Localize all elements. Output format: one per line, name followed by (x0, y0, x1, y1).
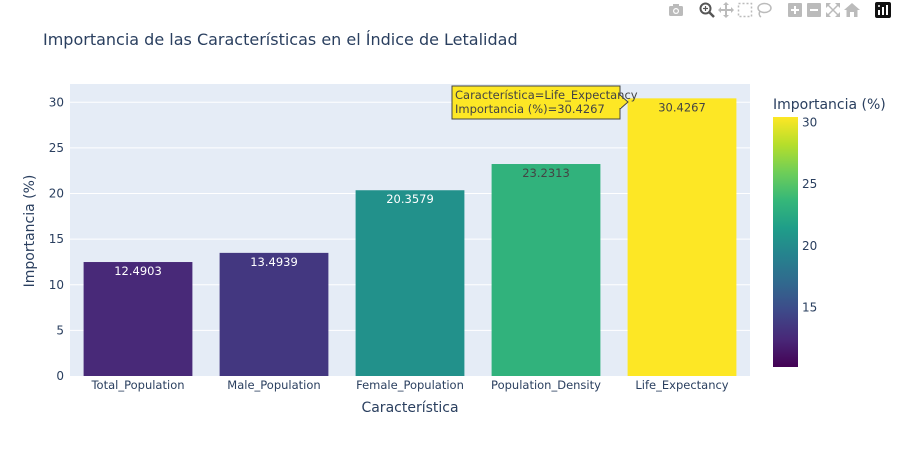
x-tick-label: Male_Population (227, 378, 320, 392)
bar[interactable] (219, 252, 329, 376)
modebar (666, 0, 898, 20)
bar[interactable] (627, 98, 737, 377)
zoom-out-icon[interactable] (805, 1, 823, 19)
autoscale-icon[interactable] (824, 1, 842, 19)
x-tick-label: Population_Density (491, 378, 601, 392)
x-axis-title: Característica (361, 400, 458, 416)
y-tick-label: 15 (49, 232, 64, 246)
chart-title: Importancia de las Características en el… (43, 30, 518, 49)
lasso-select-icon[interactable] (755, 1, 773, 19)
home-icon[interactable] (843, 1, 861, 19)
bar-value-label: 12.4903 (114, 264, 162, 278)
colorbar-tick-label: 15 (802, 301, 817, 315)
colorbar-tick-label: 25 (802, 177, 817, 191)
camera-icon[interactable] (667, 1, 685, 19)
zoom-in-icon[interactable] (786, 1, 804, 19)
zoom-icon[interactable] (698, 1, 716, 19)
x-tick-label: Life_Expectancy (635, 378, 728, 392)
tooltip-line-2: Importancia (%)=30.4267 (455, 102, 605, 116)
y-tick-label: 30 (49, 95, 64, 109)
colorbar-tick-label: 20 (802, 239, 817, 253)
axes: 0 5 10 15 20 25 30 Total_Population Male_Populat… (49, 95, 729, 392)
colorbar-title: Importancia (%) (773, 97, 886, 113)
bars: 12.4903 13.4939 20.3579 23.2313 30.4267 (83, 98, 737, 377)
plotly-logo-icon[interactable] (874, 1, 892, 19)
x-tick-label: Total_Population (90, 378, 184, 392)
colorbar-tick-label: 30 (802, 115, 817, 129)
y-tick-label: 25 (49, 141, 64, 155)
tooltip-line-1: Característica=Life_Expectancy (455, 88, 638, 102)
y-axis-title: Importancia (%) (22, 175, 38, 288)
hover-tooltip: Característica=Life_Expectancy Importanc… (451, 85, 638, 120)
x-tick-label: Female_Population (356, 378, 464, 392)
y-tick-label: 20 (49, 187, 64, 201)
bar[interactable] (355, 190, 465, 376)
colorbar-ticks: 15 20 25 30 (802, 115, 817, 314)
bar[interactable] (491, 164, 601, 376)
colorbar (773, 117, 798, 367)
bar-value-label: 30.4267 (658, 100, 706, 114)
pan-icon[interactable] (717, 1, 735, 19)
y-tick-label: 0 (56, 369, 64, 383)
box-select-icon[interactable] (736, 1, 754, 19)
bar[interactable] (83, 262, 193, 376)
y-tick-label: 5 (56, 323, 64, 337)
bar-value-label: 23.2313 (522, 166, 570, 180)
bar-value-label: 20.3579 (386, 192, 434, 206)
y-tick-label: 10 (49, 278, 64, 292)
bar-value-label: 13.4939 (250, 255, 298, 269)
